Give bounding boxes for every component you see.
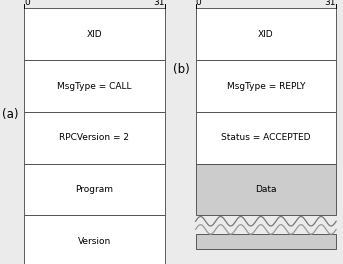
Bar xyxy=(196,234,336,249)
Text: (a): (a) xyxy=(2,108,18,121)
Bar xyxy=(196,8,336,60)
Text: XID: XID xyxy=(258,30,274,39)
Text: (b): (b) xyxy=(173,63,190,77)
Text: 31: 31 xyxy=(153,0,165,7)
Text: 31: 31 xyxy=(324,0,336,7)
Bar xyxy=(196,164,336,215)
Text: Status = ACCEPTED: Status = ACCEPTED xyxy=(221,133,310,142)
Text: 0: 0 xyxy=(24,0,30,7)
Bar xyxy=(196,112,336,164)
Text: 0: 0 xyxy=(196,0,201,7)
Text: Version: Version xyxy=(78,237,111,246)
Text: RPCVersion = 2: RPCVersion = 2 xyxy=(59,133,129,142)
Text: Program: Program xyxy=(75,185,113,194)
Bar xyxy=(24,112,165,164)
Bar xyxy=(24,60,165,112)
Text: XID: XID xyxy=(86,30,102,39)
Text: MsgType = REPLY: MsgType = REPLY xyxy=(227,82,305,91)
Text: Data: Data xyxy=(255,185,276,194)
Bar xyxy=(196,60,336,112)
Bar xyxy=(24,8,165,60)
Bar xyxy=(24,215,165,264)
Bar xyxy=(24,164,165,215)
Text: MsgType = CALL: MsgType = CALL xyxy=(57,82,132,91)
